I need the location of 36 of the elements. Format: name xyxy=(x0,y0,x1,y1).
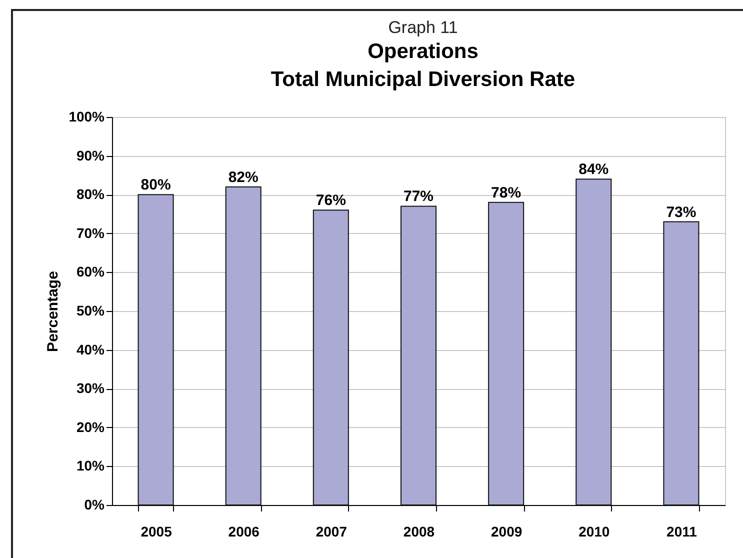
bar xyxy=(576,178,612,506)
y-tick-label: 40% xyxy=(76,341,106,358)
x-tick-label: 2005 xyxy=(140,524,172,540)
x-tick-label: 2008 xyxy=(403,524,435,540)
y-axis-title: Percentage xyxy=(44,271,62,352)
bar xyxy=(663,221,700,506)
data-label: 80% xyxy=(140,176,171,194)
x-tick-label: 2010 xyxy=(578,524,610,540)
y-tick-label: 100% xyxy=(68,108,106,124)
bar xyxy=(400,206,437,506)
bar xyxy=(138,194,174,506)
data-label: 78% xyxy=(491,184,522,202)
chart-subtitle: Total Municipal Diversion Rate xyxy=(270,67,576,93)
y-tick-label: 20% xyxy=(76,418,106,435)
data-label: 84% xyxy=(578,161,609,178)
bar xyxy=(488,202,524,506)
bar xyxy=(225,186,262,506)
data-label: 82% xyxy=(228,168,258,186)
y-tick-label: 0% xyxy=(84,496,106,512)
y-tick-label: 90% xyxy=(76,147,106,164)
x-tick-label: 2009 xyxy=(490,524,522,540)
y-tick-label: 50% xyxy=(76,302,106,318)
x-tick-label: 2011 xyxy=(666,524,698,540)
y-tick-label: 60% xyxy=(76,264,106,280)
x-tick-label: 2006 xyxy=(228,524,260,540)
y-tick-label: 10% xyxy=(76,458,106,474)
data-label: 76% xyxy=(316,192,346,210)
data-label: 73% xyxy=(666,204,696,221)
chart-title: Operations xyxy=(366,39,480,65)
data-label: 77% xyxy=(403,188,434,206)
bar xyxy=(312,210,349,506)
y-tick-label: 70% xyxy=(76,224,106,241)
y-tick-label: 30% xyxy=(76,380,106,396)
caption: Graph 11 xyxy=(387,18,459,38)
x-tick-label: 2007 xyxy=(316,524,348,540)
y-tick-label: 80% xyxy=(76,186,106,202)
